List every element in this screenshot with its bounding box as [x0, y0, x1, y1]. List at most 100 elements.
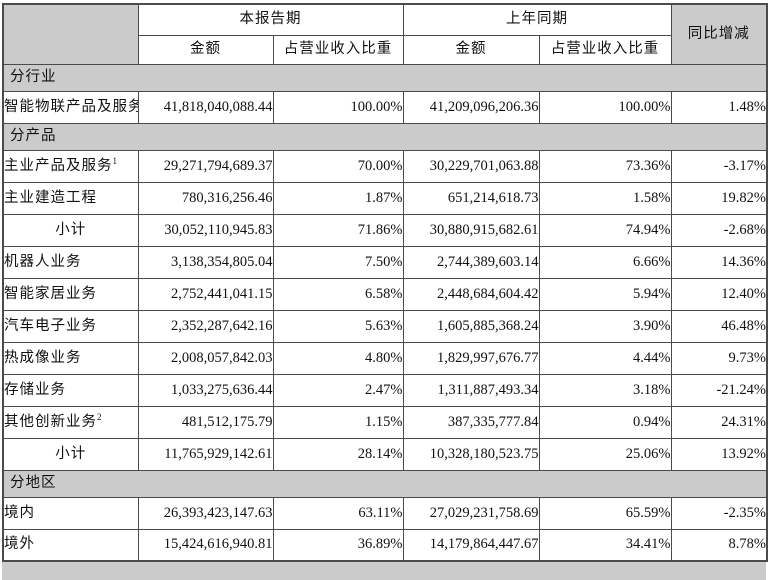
- prior-amount-cell: 387,335,777.84: [402, 405, 540, 439]
- current-pct-cell: 1.87%: [272, 181, 404, 215]
- current-pct-cell: 2.47%: [272, 373, 404, 407]
- prior-amount-cell: 1,605,885,368.24: [402, 309, 540, 343]
- current-amount-cell: 2,352,287,642.16: [137, 309, 274, 343]
- next-section-strip: [2, 562, 766, 580]
- section-row: 分地区: [2, 469, 768, 498]
- yoy-cell: -2.68%: [670, 213, 768, 247]
- prior-pct-cell: 25.06%: [538, 437, 672, 471]
- yoy-cell: -21.24%: [670, 373, 768, 407]
- prior-pct-cell: 5.94%: [538, 277, 672, 311]
- current-pct-cell: 63.11%: [272, 496, 404, 530]
- row-label-cell: 主业建造工程: [2, 181, 139, 215]
- current-pct-cell: 1.15%: [272, 405, 404, 439]
- yoy-cell: -2.35%: [670, 496, 768, 530]
- prior-amount-cell: 27,029,231,758.69: [402, 496, 540, 530]
- prior-amount-cell: 2,448,684,604.42: [402, 277, 540, 311]
- current-pct-cell: 100.00%: [272, 90, 404, 124]
- prior-pct-cell: 3.90%: [538, 309, 672, 343]
- current-period-header: 本报告期: [137, 3, 404, 36]
- row-label-cell: 境外: [2, 528, 139, 562]
- current-amount-header: 金额: [137, 34, 274, 65]
- row-label-cell: 智能物联产品及服务: [2, 90, 139, 124]
- current-pct-cell: 70.00%: [272, 149, 404, 183]
- yoy-cell: 1.48%: [670, 90, 768, 124]
- table-row: 智能家居业务 2,752,441,041.15 6.58% 2,448,684,604…: [2, 277, 768, 311]
- current-amount-cell: 26,393,423,147.63: [137, 496, 274, 530]
- prior-pct-cell: 74.94%: [538, 213, 672, 247]
- prior-pct-cell: 3.18%: [538, 373, 672, 407]
- row-label-cell: 智能家居业务: [2, 277, 139, 311]
- current-amount-cell: 15,424,616,940.81: [137, 528, 274, 562]
- yoy-cell: 9.73%: [670, 341, 768, 375]
- table-body: 分行业 智能物联产品及服务 41,818,040,088.44 100.00% 41,2…: [2, 63, 768, 562]
- table-row: 其他创新业务2 481,512,175.79 1.15% 387,335,777.84…: [2, 405, 768, 439]
- yoy-cell: -3.17%: [670, 149, 768, 183]
- yoy-cell: 46.48%: [670, 309, 768, 343]
- row-label-cell: 主业产品及服务1: [2, 149, 139, 183]
- table-row: 小计 11,765,929,142.61 28.14% 10,328,180,523.…: [2, 437, 768, 471]
- section-row: 分产品: [2, 122, 768, 151]
- prior-pct-header: 占营业收入比重: [538, 34, 672, 65]
- section-label: 分行业: [2, 63, 768, 92]
- row-label-cell: 小计: [2, 437, 139, 471]
- yoy-cell: 14.36%: [670, 245, 768, 279]
- prior-amount-cell: 14,179,864,447.67: [402, 528, 540, 562]
- prior-amount-cell: 1,829,997,676.77: [402, 341, 540, 375]
- current-amount-cell: 3,138,354,805.04: [137, 245, 274, 279]
- table-row: 小计 30,052,110,945.83 71.86% 30,880,915,682.…: [2, 213, 768, 247]
- table-row: 智能物联产品及服务 41,818,040,088.44 100.00% 41,209,…: [2, 90, 768, 124]
- current-amount-cell: 11,765,929,142.61: [137, 437, 274, 471]
- current-pct-cell: 28.14%: [272, 437, 404, 471]
- current-amount-cell: 30,052,110,945.83: [137, 213, 274, 247]
- table-row: 境内 26,393,423,147.63 63.11% 27,029,231,758.…: [2, 496, 768, 530]
- section-label: 分地区: [2, 469, 768, 498]
- yoy-cell: 12.40%: [670, 277, 768, 311]
- corner-cell: [2, 3, 139, 65]
- revenue-breakdown-table: 本报告期 上年同期 同比增减 金额 占营业收入比重 金额 占营业收入比重 分行业…: [2, 3, 768, 562]
- prior-period-header: 上年同期: [402, 3, 672, 36]
- current-amount-cell: 481,512,175.79: [137, 405, 274, 439]
- prior-pct-cell: 6.66%: [538, 245, 672, 279]
- prior-pct-cell: 65.59%: [538, 496, 672, 530]
- current-amount-cell: 780,316,256.46: [137, 181, 274, 215]
- prior-amount-cell: 30,880,915,682.61: [402, 213, 540, 247]
- prior-pct-cell: 73.36%: [538, 149, 672, 183]
- table-row: 机器人业务 3,138,354,805.04 7.50% 2,744,389,603.…: [2, 245, 768, 279]
- yoy-cell: 19.82%: [670, 181, 768, 215]
- row-label-cell: 汽车电子业务: [2, 309, 139, 343]
- prior-pct-cell: 100.00%: [538, 90, 672, 124]
- current-amount-cell: 29,271,794,689.37: [137, 149, 274, 183]
- yoy-cell: 24.31%: [670, 405, 768, 439]
- table-row: 主业产品及服务1 29,271,794,689.37 70.00% 30,229,70…: [2, 149, 768, 183]
- table-row: 存储业务 1,033,275,636.44 2.47% 1,311,887,493.3…: [2, 373, 768, 407]
- row-label-cell: 其他创新业务2: [2, 405, 139, 439]
- current-pct-cell: 5.63%: [272, 309, 404, 343]
- footnote-marker: 1: [112, 155, 118, 166]
- current-amount-cell: 2,752,441,041.15: [137, 277, 274, 311]
- prior-amount-cell: 41,209,096,206.36: [402, 90, 540, 124]
- current-pct-cell: 4.80%: [272, 341, 404, 375]
- prior-amount-cell: 30,229,701,063.88: [402, 149, 540, 183]
- table-row: 热成像业务 2,008,057,842.03 4.80% 1,829,997,676.…: [2, 341, 768, 375]
- current-pct-cell: 7.50%: [272, 245, 404, 279]
- row-label-cell: 机器人业务: [2, 245, 139, 279]
- row-label-cell: 境内: [2, 496, 139, 530]
- current-amount-cell: 2,008,057,842.03: [137, 341, 274, 375]
- table-row: 境外 15,424,616,940.81 36.89% 14,179,864,447.…: [2, 528, 768, 562]
- table-header: 本报告期 上年同期 同比增减 金额 占营业收入比重 金额 占营业收入比重: [2, 3, 768, 65]
- current-amount-cell: 41,818,040,088.44: [137, 90, 274, 124]
- row-label-cell: 热成像业务: [2, 341, 139, 375]
- prior-amount-cell: 1,311,887,493.34: [402, 373, 540, 407]
- current-pct-cell: 36.89%: [272, 528, 404, 562]
- prior-amount-cell: 2,744,389,603.14: [402, 245, 540, 279]
- current-pct-cell: 71.86%: [272, 213, 404, 247]
- yoy-cell: 8.78%: [670, 528, 768, 562]
- prior-pct-cell: 34.41%: [538, 528, 672, 562]
- table-row: 汽车电子业务 2,352,287,642.16 5.63% 1,605,885,368…: [2, 309, 768, 343]
- current-amount-cell: 1,033,275,636.44: [137, 373, 274, 407]
- row-label-cell: 小计: [2, 213, 139, 247]
- current-pct-header: 占营业收入比重: [272, 34, 404, 65]
- prior-amount-cell: 10,328,180,523.75: [402, 437, 540, 471]
- prior-amount-cell: 651,214,618.73: [402, 181, 540, 215]
